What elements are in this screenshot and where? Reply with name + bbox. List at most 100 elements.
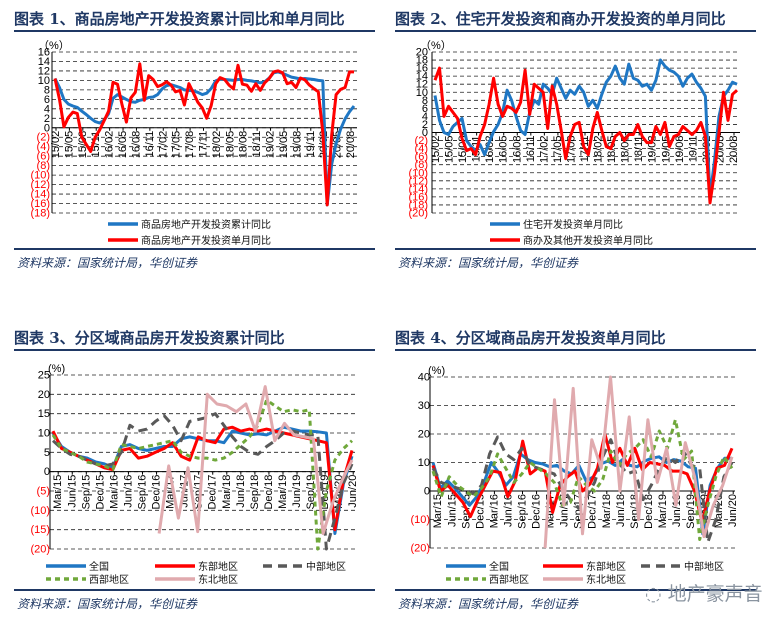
chart3-xtick-label: Jun/19 [291,475,303,508]
chart2-ytick-label: 16 [416,63,428,75]
chart2-xtick-label: 18/02 [593,136,605,164]
chart1-ytick-label: 8 [44,84,50,96]
chart2-ytick-label: 8 [422,95,428,107]
chart2-ytick-label: 2 [422,119,428,131]
chart3-legend-label: 东部地区 [198,560,238,573]
chart2-xtick-label: 19/05 [660,136,672,164]
chart2-series-0-line [433,58,738,199]
chart2-title-rule [395,30,756,32]
chart2-xtick-label: 15/05 [444,136,456,164]
chart3-xtick-label: Sep/19 [305,475,317,510]
chart2-xtick-label: 19/11 [687,136,699,163]
chart3-ytick-label: 25 [38,370,50,382]
watermark: ◌ 地产豪声音 [645,579,763,606]
chart1-title-rule [14,30,375,32]
chart1-xtick-label: 18/08 [238,131,250,159]
chart4-ytick-label: 0 [424,486,430,498]
chart4-xtick-label: Dec/17 [587,494,599,529]
chart2-xtick-label: 17/05 [552,136,564,164]
chart1-ytick-label: (10) [30,170,50,182]
chart1-ytick-label: (8) [37,160,50,172]
chart1-legend-label: 商品房地产开发投资累计同比 [141,218,271,231]
chart1-series-1-line [53,62,354,207]
chart3-xtick-label: Dec/16 [151,475,163,510]
chart4-ytick-label: (10) [410,514,430,526]
chart1-xtick-label: 18/02 [211,131,223,159]
chart2-ytick-label: (8) [415,159,428,171]
chart3-xtick-label: Sep/16 [137,475,149,510]
chart2-ytick-label: 12 [416,79,428,91]
chart3-ytick-label: 15 [38,408,50,420]
chart2-ytick-label: (12) [408,175,428,187]
chart2-xtick-label: 19/08 [674,136,686,164]
chart3-ytick-label: 0 [44,466,50,478]
chart4-title: 图表 4、分区域商品房开发投资单月同比 [395,329,666,347]
chart4-legend-label: 东北地区 [586,573,626,586]
chart3-xtick-label: Mar/15 [52,475,64,509]
chart4-title-rule [395,349,756,351]
chart2-ytick-label: (14) [408,183,428,195]
chart1-xtick-label: 20/08 [345,131,357,159]
chart1-ytick-label: 14 [38,56,50,68]
chart3-series-2-line [51,412,354,551]
chart3-source: 资料来源：国家统计局，华创证券 [17,597,198,611]
chart3-xtick-label: Dec/17 [207,475,219,510]
chart2-source-rule [395,248,756,250]
chart2-xtick-label: 16/05 [498,136,510,164]
chart2-xtick-label: 16/11 [525,136,537,163]
chart3-title: 图表 3、分区域商品房开发投资累计同比 [14,329,285,347]
chart2-xtick-label: 16/08 [511,136,523,164]
chart1-ytick-label: (4) [37,141,50,153]
chart2-xtick-label: 20/08 [728,136,740,164]
chart4-xtick-label: Mar/16 [488,494,500,528]
chart2-ytick-label: (18) [408,199,428,211]
chart3-xtick-label: Jun/16 [122,475,134,508]
chart4-legend-label: 全国 [489,560,509,573]
chart2-title: 图表 2、住宅开发投资和商办开发投资的单月同比 [395,10,726,28]
chart1-source: 资料来源：国家统计局，华创证券 [17,256,198,270]
chart1-xtick-label: 17/05 [171,131,183,159]
chart2-ytick-label: (4) [415,143,428,155]
chart3-xtick-label: Mar/16 [108,475,120,509]
chart4-legend-label: 西部地区 [489,573,529,586]
chart2-ytick-label: 0 [422,127,428,139]
chart3-xtick-label: Sep/18 [249,475,261,510]
chart1-ytick-label: 16 [38,47,50,59]
chart3-xtick-label: Sep/15 [80,475,92,510]
chart2-legend-label: 商办及其他开发投资单月同比 [523,234,653,247]
chart4-xtick-label: Sep/19 [685,494,697,529]
chart2-xtick-label: 18/08 [620,136,632,164]
chart2-series-1-line [433,66,739,205]
chart2-ytick-label: 10 [416,87,428,99]
chart3-xtick-label: Jun/20 [347,475,359,508]
chart3-source-rule [14,589,375,591]
chart3-ylabel: (%) [48,363,65,375]
chart1-title: 图表 1、商品房地产开发投资累计同比和单月同比 [14,10,345,28]
chart2-ytick-label: (6) [415,151,428,163]
chart4-ytick-label: 20 [418,429,430,441]
chart1-xtick-label: 17/11 [198,131,210,158]
chart1-xtick-label: 19/11 [305,131,317,158]
chart2-ytick-label: 18 [416,55,428,67]
chart4-ytick-label: 40 [418,372,430,384]
chart2-ytick-label: (16) [408,191,428,203]
chart1-xtick-label: 19/02 [265,131,277,159]
chart1-ytick-label: 4 [44,103,50,115]
chart1-ylabel: （%） [38,39,70,52]
chart1-ytick-label: 12 [38,65,50,77]
chart3-ytick-label: (20) [30,544,50,556]
chart4-source-rule [395,589,756,591]
chart1-xtick-label: 18/05 [224,131,236,159]
chart1-source-rule [14,248,375,250]
chart1-ytick-label: (6) [37,151,50,163]
chart1-ytick-label: 10 [38,75,50,87]
chart4-xtick-label: Jun/20 [727,494,739,527]
chart3-ytick-label: 5 [44,447,50,459]
chart1-xtick-label: 17/08 [184,131,196,159]
chart4-xtick-label: Jun/18 [615,494,627,527]
chart3-xtick-label: Dec/18 [263,475,275,510]
chart3-series-4-line [157,385,354,535]
chart3-legend-label: 东北地区 [198,573,238,586]
chart4-legend-label: 中部地区 [684,560,724,573]
chart3-xtick-label: Mar/18 [221,475,233,509]
